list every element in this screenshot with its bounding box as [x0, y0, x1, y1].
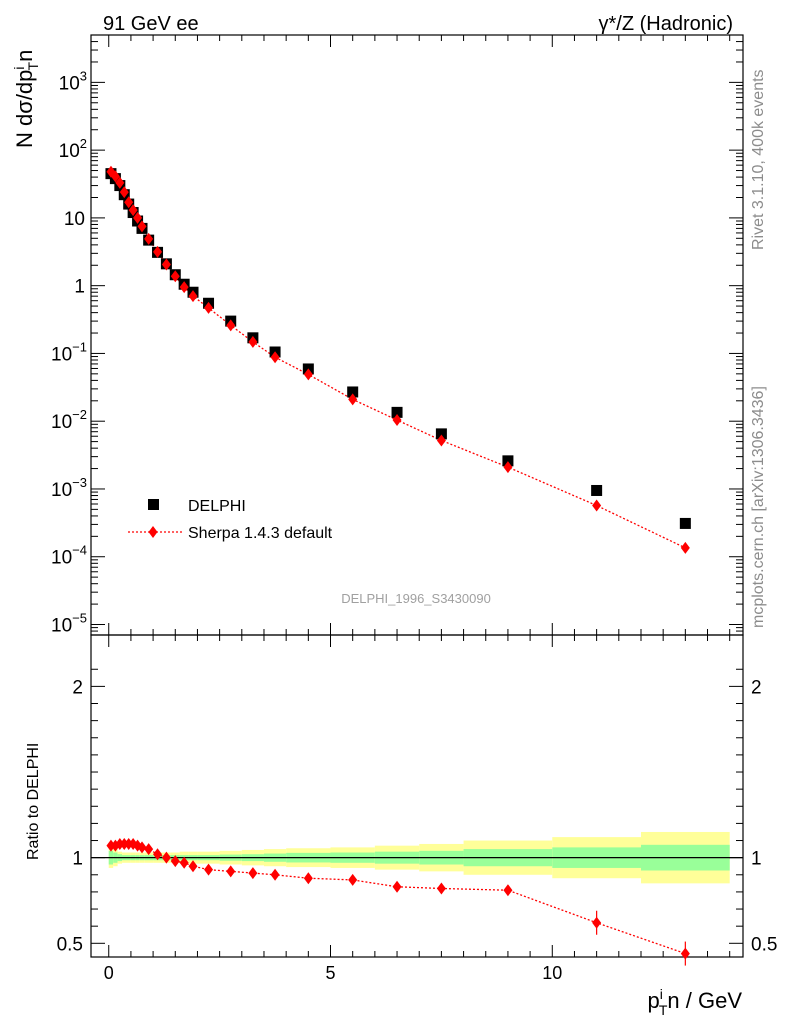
- y-tick-label: 2: [72, 677, 83, 698]
- y-tick-label: 10−3: [51, 475, 87, 501]
- main-plot-panel: 10−5 10−4 10−3 10−2 10−1 1 10 102 103 DELPHI Sherp…: [51, 34, 744, 637]
- y-tick-label: 103: [59, 68, 87, 94]
- y-tick-label: 1: [72, 849, 83, 870]
- sherpa-point: [161, 258, 171, 271]
- sherpa-point: [124, 196, 134, 209]
- sherpa-point: [204, 301, 214, 314]
- ratio-sherpa-point: [137, 841, 147, 854]
- sherpa-point: [179, 281, 189, 294]
- sherpa-point: [137, 220, 147, 233]
- ratio-frame: [90, 634, 744, 958]
- ratio-sherpa-point: [226, 865, 236, 878]
- sherpa-point: [144, 232, 154, 245]
- legend-label-sherpa: Sherpa 1.4.3 default: [188, 525, 333, 542]
- ratio-sherpa-point: [161, 851, 171, 864]
- y-tick-label: 102: [59, 136, 87, 162]
- main-frame: [90, 34, 744, 636]
- left-title: 91 GeV ee: [103, 13, 199, 35]
- sherpa-point: [110, 170, 120, 183]
- ratio-plot-panel: 0 5 10 0.5 0.5 1 1 2 2: [57, 634, 777, 983]
- delphi-point: [391, 406, 403, 418]
- x-tick-label: 10: [542, 963, 562, 983]
- y-tick-label: 1: [74, 277, 85, 298]
- legend-label-delphi: DELPHI: [188, 498, 246, 515]
- y-tick-label: 10−1: [51, 339, 87, 365]
- y-tick-label-right: 2: [751, 677, 762, 698]
- ratio-sherpa-point: [170, 855, 180, 868]
- legend: DELPHI Sherpa 1.4.3 default: [128, 498, 333, 542]
- delphi-point: [591, 484, 603, 496]
- ratio-y-axis-label: Ratio to DELPHI: [25, 743, 42, 860]
- right-title: γ*/Z (Hadronic): [599, 13, 733, 35]
- delphi-point: [347, 386, 359, 398]
- sherpa-point: [170, 270, 180, 283]
- sherpa-point: [226, 319, 236, 332]
- ratio-sherpa-point: [592, 916, 602, 929]
- delphi-point: [679, 517, 691, 529]
- ratio-sherpa-point: [188, 860, 198, 873]
- ratio-sherpa-point: [144, 843, 154, 856]
- ratio-sherpa-point: [248, 867, 258, 880]
- ratio-sherpa-point: [204, 863, 214, 876]
- x-tick-label: 0: [104, 963, 114, 983]
- y-tick-label: 10−5: [51, 611, 87, 637]
- sherpa-point: [153, 245, 163, 258]
- delphi-point: [435, 428, 447, 440]
- sherpa-point: [119, 186, 129, 199]
- y-tick-label: 10−2: [51, 407, 87, 433]
- y-tick-label: 10−4: [51, 543, 87, 569]
- sherpa-point: [248, 335, 258, 348]
- ratio-sherpa-point: [270, 868, 280, 881]
- y-tick-label-right: 1: [751, 849, 762, 870]
- legend-marker-sherpa: [148, 526, 158, 538]
- sherpa-point: [115, 176, 125, 189]
- sherpa-point: [270, 351, 280, 364]
- sherpa-point: [348, 393, 358, 406]
- ratio-sherpa-point: [179, 856, 189, 869]
- delphi-point: [502, 455, 514, 467]
- legend-marker-delphi: [148, 499, 159, 510]
- sherpa-point: [133, 211, 143, 224]
- mcplots-label: mcplots.cern.ch [arXiv:1306.3436]: [750, 386, 767, 628]
- sherpa-point: [392, 414, 402, 427]
- ratio-sherpa-point: [348, 873, 358, 886]
- ratio-sherpa-point: [503, 884, 513, 897]
- sherpa-point: [303, 368, 313, 381]
- sherpa-point: [592, 499, 602, 512]
- main-y-axis-label: N dσ/dpiTn: [11, 50, 41, 148]
- ratio-sherpa-point: [436, 882, 446, 895]
- ratio-sherpa-point: [392, 880, 402, 893]
- sherpa-point: [436, 434, 446, 447]
- sherpa-point: [188, 290, 198, 303]
- ratio-sherpa-point: [153, 848, 163, 861]
- sherpa-point: [680, 541, 690, 554]
- ratio-sherpa-point: [303, 872, 313, 885]
- sherpa-point: [128, 204, 138, 217]
- y-tick-label-right: 0.5: [751, 934, 777, 955]
- analysis-watermark: DELPHI_1996_S3430090: [341, 591, 491, 606]
- ratio-sherpa-point: [680, 947, 690, 960]
- x-tick-label: 5: [326, 963, 336, 983]
- y-tick-label: 10: [64, 209, 85, 230]
- rivet-label: Rivet 3.1.10, 400k events: [750, 69, 767, 250]
- sherpa-point: [503, 461, 513, 474]
- y-tick-label: 0.5: [57, 934, 83, 955]
- x-axis-label: pi Tn / GeV: [647, 986, 742, 1018]
